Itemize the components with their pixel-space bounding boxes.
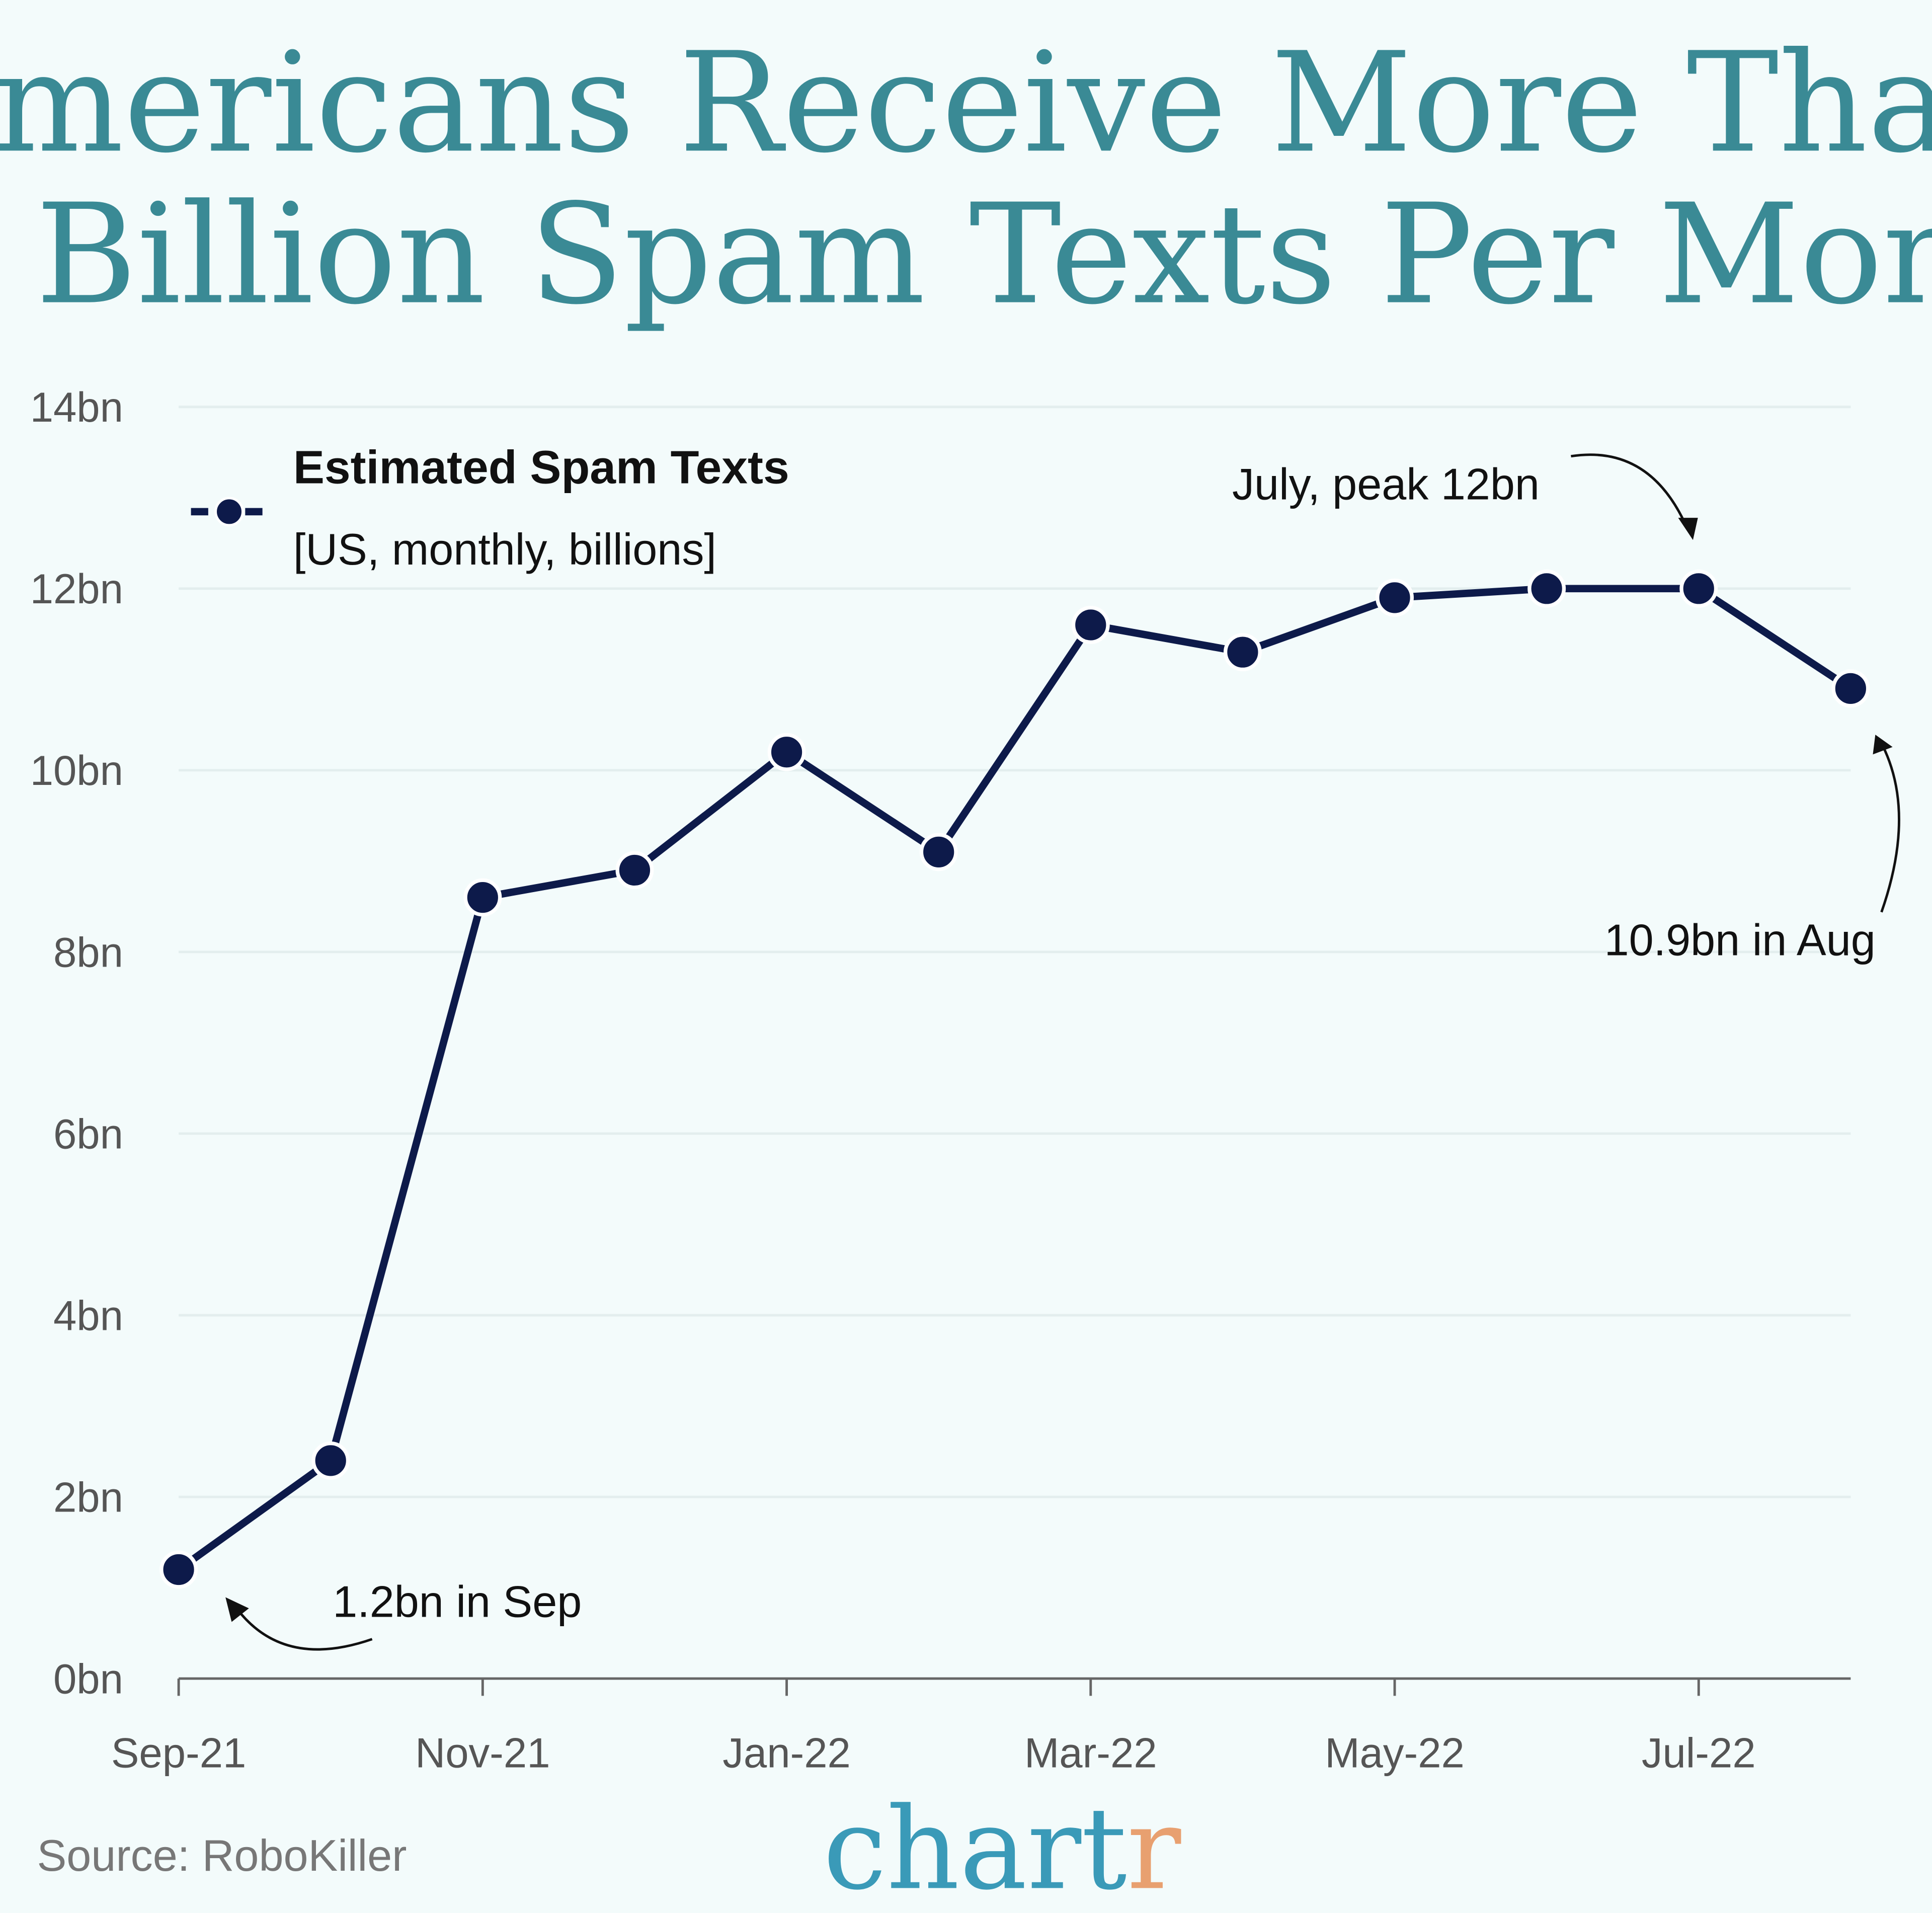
arrowhead-icon	[1873, 735, 1893, 755]
x-tick-label: Jul-22	[1642, 1729, 1756, 1776]
x-tick-label: Jan-22	[722, 1729, 851, 1776]
data-point-jul-22	[1679, 569, 1718, 608]
x-axis: Sep-21 Nov-21 Jan-22 Mar-22 May-22 Jul-22	[111, 1677, 1851, 1776]
chart-title-line-2: 10 Billion Spam Texts Per Month	[0, 174, 1932, 335]
data-point-nov-21	[463, 878, 502, 917]
gridlines	[179, 406, 1851, 1498]
y-tick-label: 6bn	[53, 1110, 123, 1157]
data-point-jun-22	[1527, 569, 1566, 608]
data-point-jan-22	[767, 733, 806, 771]
y-axis: 0bn 2bn 4bn 6bn 8bn 10bn 12bn 14bn	[30, 384, 123, 1702]
y-tick-label: 10bn	[30, 747, 123, 794]
data-point-mar-22	[1071, 606, 1110, 644]
series-estimated-spam-texts	[159, 569, 1870, 1589]
data-point-feb-22	[919, 833, 958, 871]
y-tick-label: 4bn	[53, 1292, 123, 1339]
annotation-first: 1.2bn in Sep	[333, 1577, 582, 1627]
legend-marker-swatch	[214, 497, 244, 527]
data-point-dec-21	[615, 851, 654, 890]
y-tick-label: 12bn	[30, 566, 123, 612]
annotation-peak: July, peak 12bn	[1232, 459, 1540, 509]
annotations: July, peak 12bn 10.9bn in Aug 1.2bn in S…	[225, 453, 1900, 1651]
data-point-may-22	[1376, 578, 1414, 617]
data-point-sep-21	[159, 1550, 198, 1589]
annotation-last-arrow	[1880, 745, 1900, 913]
x-tick-label: May-22	[1325, 1729, 1465, 1776]
arrowhead-icon	[1678, 518, 1698, 540]
y-tick-label: 2bn	[53, 1474, 123, 1521]
chart-title-line-1: Americans Receive More Than	[0, 22, 1932, 183]
data-point-aug-22	[1831, 669, 1870, 708]
y-tick-label: 14bn	[30, 384, 123, 431]
x-tick-label: Nov-21	[415, 1729, 550, 1776]
series-line	[176, 585, 1853, 1573]
chartr-logo: chartr	[823, 1783, 1181, 1913]
x-tick-label: Mar-22	[1024, 1729, 1157, 1776]
legend-title: Estimated Spam Texts	[293, 441, 789, 494]
annotation-peak-arrow	[1571, 453, 1689, 531]
data-point-oct-21	[311, 1441, 350, 1480]
annotation-first-arrow	[235, 1608, 373, 1651]
annotation-last: 10.9bn in Aug	[1604, 915, 1876, 965]
legend-subtitle: [US, monthly, billions]	[293, 524, 716, 574]
y-tick-label: 8bn	[53, 929, 123, 976]
source-note: Source: RoboKiller	[37, 1830, 407, 1880]
logo-main: chart	[823, 1783, 1127, 1913]
data-point-apr-22	[1223, 633, 1262, 672]
logo-accent: r	[1127, 1783, 1181, 1913]
legend: Estimated Spam Texts [US, monthly, billi…	[191, 441, 789, 574]
y-tick-label: 0bn	[53, 1655, 123, 1702]
arrowhead-icon	[225, 1597, 249, 1622]
x-tick-label: Sep-21	[111, 1729, 246, 1776]
